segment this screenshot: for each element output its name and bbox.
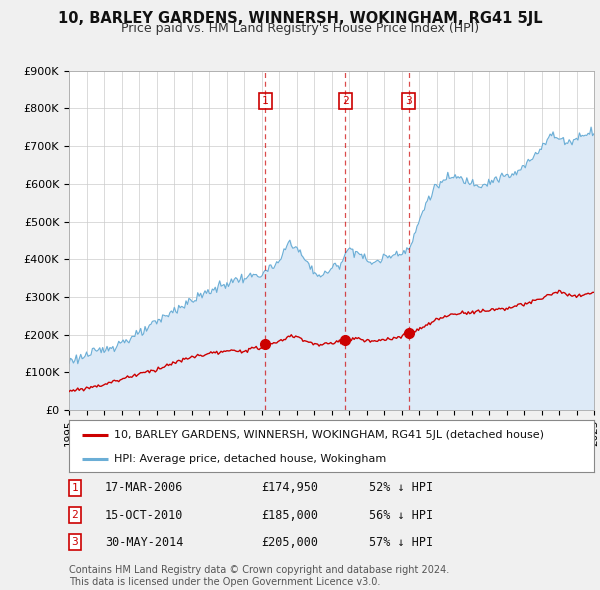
Text: 3: 3 xyxy=(71,537,79,547)
Text: 10, BARLEY GARDENS, WINNERSH, WOKINGHAM, RG41 5JL (detached house): 10, BARLEY GARDENS, WINNERSH, WOKINGHAM,… xyxy=(113,430,544,440)
Text: £174,950: £174,950 xyxy=(261,481,318,494)
Text: HPI: Average price, detached house, Wokingham: HPI: Average price, detached house, Woki… xyxy=(113,454,386,464)
Text: Price paid vs. HM Land Registry's House Price Index (HPI): Price paid vs. HM Land Registry's House … xyxy=(121,22,479,35)
Text: 3: 3 xyxy=(406,96,412,106)
Text: 10, BARLEY GARDENS, WINNERSH, WOKINGHAM, RG41 5JL: 10, BARLEY GARDENS, WINNERSH, WOKINGHAM,… xyxy=(58,11,542,25)
Text: 57% ↓ HPI: 57% ↓ HPI xyxy=(369,536,433,549)
Text: £185,000: £185,000 xyxy=(261,509,318,522)
Text: 52% ↓ HPI: 52% ↓ HPI xyxy=(369,481,433,494)
Text: Contains HM Land Registry data © Crown copyright and database right 2024.
This d: Contains HM Land Registry data © Crown c… xyxy=(69,565,449,587)
Text: 1: 1 xyxy=(71,483,79,493)
Text: 2: 2 xyxy=(342,96,349,106)
Text: 2: 2 xyxy=(71,510,79,520)
Text: 15-OCT-2010: 15-OCT-2010 xyxy=(105,509,184,522)
Text: 17-MAR-2006: 17-MAR-2006 xyxy=(105,481,184,494)
Text: £205,000: £205,000 xyxy=(261,536,318,549)
Text: 1: 1 xyxy=(262,96,269,106)
Text: 30-MAY-2014: 30-MAY-2014 xyxy=(105,536,184,549)
Text: 56% ↓ HPI: 56% ↓ HPI xyxy=(369,509,433,522)
